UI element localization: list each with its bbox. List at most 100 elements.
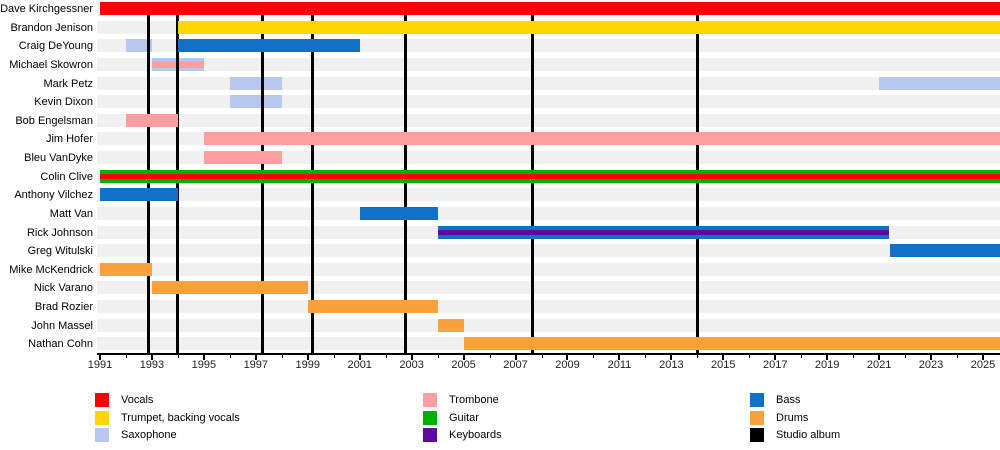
member-label-colin-clive: Colin Clive — [40, 171, 93, 183]
vocals-stripe — [100, 174, 1000, 179]
axis-minor-tick — [645, 355, 646, 358]
axis-year-label: 2015 — [711, 359, 736, 371]
row-band — [97, 95, 1000, 108]
row-band — [97, 77, 1000, 90]
member-label-kevin-dixon: Kevin Dixon — [34, 96, 93, 108]
member-label-nathan-cohn: Nathan Cohn — [28, 338, 93, 350]
vocals-color-swatch — [95, 393, 109, 407]
member-label-john-massel: John Massel — [31, 320, 93, 332]
trombone-bar — [203, 132, 1000, 145]
keyboards-color-swatch — [423, 428, 437, 442]
trombone-color-swatch — [423, 393, 437, 407]
member-label-rick-johnson: Rick Johnson — [26, 227, 93, 239]
axis-major-tick — [306, 355, 309, 360]
axis-year-label: 2023 — [918, 359, 944, 371]
bass-bar — [177, 39, 360, 52]
axis-major-tick — [254, 355, 257, 360]
legend-label: Saxophone — [121, 429, 177, 441]
axis-major-tick — [722, 355, 725, 360]
trombone-bar — [203, 151, 282, 164]
guitar-color-swatch — [423, 410, 437, 425]
axis-year-label: 2019 — [814, 359, 840, 371]
member-label-dave-kirchgessner: Dave Kirchgessner — [0, 3, 93, 15]
axis-year-label: 1997 — [243, 359, 269, 371]
axis-major-tick — [358, 355, 361, 360]
row-band — [97, 207, 1000, 220]
row-band — [97, 319, 1000, 332]
saxophone-bar — [229, 95, 282, 108]
row-band — [97, 263, 1000, 276]
axis-minor-tick — [905, 355, 906, 358]
axis-minor-tick — [697, 355, 698, 358]
axis-minor-tick — [386, 355, 387, 358]
row-band — [97, 300, 1000, 313]
axis-major-tick — [878, 355, 881, 360]
chart-legend: Vocals Trumpet, backing vocals Saxophone Tr… — [0, 385, 1000, 445]
axis-major-tick — [774, 355, 777, 360]
axis-major-tick — [826, 355, 829, 360]
keyboards-stripe — [437, 230, 890, 235]
row-band — [97, 151, 1000, 164]
axis-year-label: 1993 — [139, 359, 165, 371]
axis-year-label: 1999 — [295, 359, 320, 371]
axis-major-tick — [982, 355, 984, 360]
axis-minor-tick — [334, 355, 335, 358]
member-label-anthony-vilchez: Anthony Vilchez — [14, 189, 93, 201]
axis-minor-tick — [593, 355, 594, 358]
member-label-brad-rozier: Brad Rozier — [34, 301, 93, 313]
axis-year-label: 2021 — [866, 359, 892, 371]
axis-minor-tick — [749, 355, 750, 358]
saxophone-color-swatch — [95, 428, 109, 442]
axis-year-label: 2013 — [659, 359, 684, 371]
axis-major-tick — [462, 355, 465, 360]
axis-major-tick — [410, 355, 413, 360]
bass-bar — [359, 207, 438, 220]
row-band — [97, 58, 1000, 71]
legend-label: Guitar — [449, 411, 479, 424]
studio-album-color-swatch — [750, 428, 764, 442]
drums-bar — [463, 337, 1000, 350]
member-label-craig-deyoung: Craig DeYoung — [18, 40, 93, 52]
axis-minor-tick — [957, 355, 958, 358]
legend-label: Trumpet, backing vocals — [121, 411, 240, 424]
axis-year-label: 2025 — [970, 359, 996, 371]
member-label-bob-engelsman: Bob Engelsman — [15, 115, 93, 127]
axis-year-label: 2017 — [762, 359, 788, 371]
axis-year-label: 2009 — [555, 359, 580, 371]
axis-minor-tick — [542, 355, 543, 358]
axis-minor-tick — [438, 355, 439, 358]
saxophone-bar — [879, 77, 1000, 90]
axis-minor-tick — [178, 355, 179, 358]
axis-minor-tick — [126, 355, 127, 358]
vocals-bar — [100, 2, 1000, 15]
drums-bar — [437, 319, 464, 332]
row-band — [97, 244, 1000, 257]
axis-major-tick — [618, 355, 621, 360]
axis-minor-tick — [490, 355, 491, 358]
axis-year-label: 2007 — [503, 359, 528, 371]
row-band — [97, 114, 1000, 127]
legend-label: Studio album — [776, 429, 841, 441]
drums-bar — [151, 281, 308, 294]
axis-minor-tick — [853, 355, 854, 358]
trumpet-backing-vocals-color-swatch — [95, 410, 109, 425]
axis-year-label: 2011 — [607, 359, 632, 371]
band-timeline-chart: Dave Kirchgessner Brandon Jenison Craig De… — [0, 2, 1000, 371]
axis-major-tick — [202, 355, 205, 360]
bass-bar — [889, 244, 1000, 257]
legend-label: Keyboards — [449, 429, 502, 441]
axis-major-tick — [150, 355, 153, 360]
drums-color-swatch — [750, 410, 764, 425]
axis-year-label: 2001 — [347, 359, 372, 371]
drums-bar — [307, 300, 438, 313]
axis-minor-tick — [230, 355, 231, 358]
bass-bar — [437, 226, 890, 239]
legend-label: Trombone — [449, 394, 499, 406]
guitar-bar — [100, 170, 1000, 183]
axis-major-tick — [99, 355, 101, 360]
legend-label: Vocals — [121, 394, 154, 406]
axis-major-tick — [670, 355, 673, 360]
member-label-matt-van: Matt Van — [49, 208, 93, 220]
member-label-greg-witulski: Greg Witulski — [27, 245, 93, 257]
member-label-mark-petz: Mark Petz — [43, 78, 93, 90]
